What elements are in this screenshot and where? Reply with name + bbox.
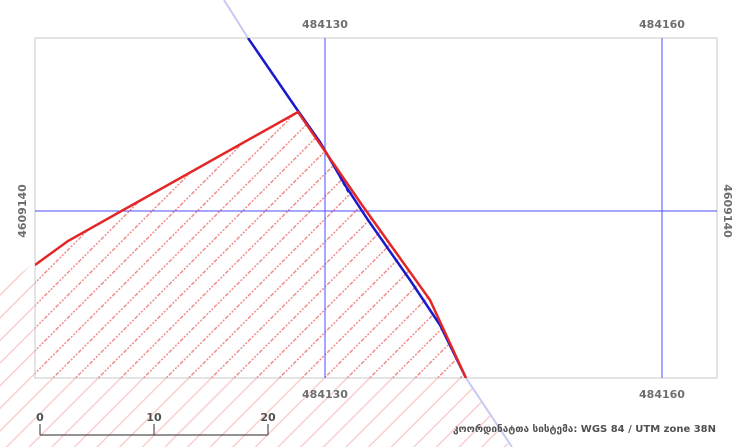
scale-bar: 0 10 20 xyxy=(36,411,276,436)
grid-label-right: 4609140 xyxy=(721,184,734,238)
parcel-faded-area xyxy=(0,262,35,378)
boundary-line-faded-top xyxy=(223,0,249,39)
grid-label-top-right: 484160 xyxy=(639,18,685,31)
grid-label-bottom-right: 484160 xyxy=(639,388,685,401)
boundary-line-faded-bottom xyxy=(465,377,513,447)
parcel-outline xyxy=(35,110,468,378)
scale-bar-label-10: 10 xyxy=(146,411,162,424)
scale-bar-label-20: 20 xyxy=(260,411,276,424)
grid-label-left: 4609140 xyxy=(16,184,29,238)
grid-label-bottom-left: 484130 xyxy=(302,388,348,401)
scale-bar-label-0: 0 xyxy=(36,411,44,424)
crs-label: კოორდინატთა სისტემა: WGS 84 / UTM zone 3… xyxy=(453,423,716,435)
parcel-faded-area-bottom xyxy=(0,378,510,447)
grid-label-top-left: 484130 xyxy=(302,18,348,31)
parcel-polygon[interactable] xyxy=(35,112,466,378)
